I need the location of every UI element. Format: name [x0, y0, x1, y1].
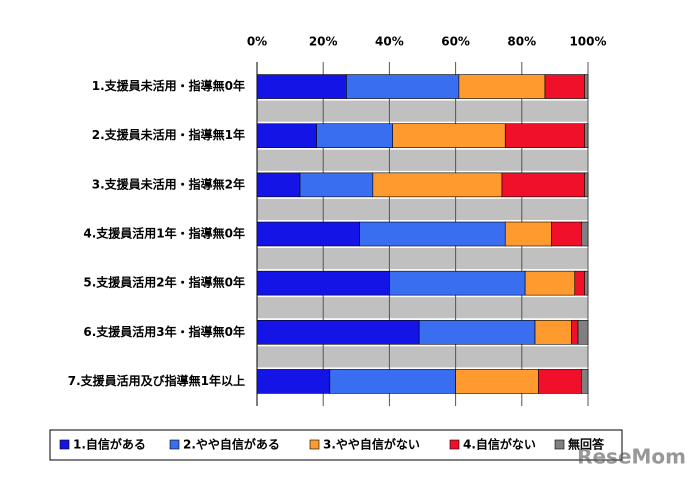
bar-segment [299, 172, 374, 198]
bar-segment [581, 369, 589, 394]
bar-segment [501, 172, 585, 198]
bar-segment [538, 369, 582, 394]
legend-swatch [554, 439, 565, 450]
bar-segment [551, 221, 582, 247]
y-tick-label: 5.支援員活用2年・指導無0年 [83, 275, 245, 290]
bar-segment [455, 369, 539, 394]
legend-label: 無回答 [568, 437, 605, 452]
y-tick-label: 3.支援員未活用・指導無2年 [92, 176, 245, 191]
band [257, 198, 588, 220]
bar-segment [316, 123, 394, 149]
bar-segment [581, 221, 589, 247]
legend-label: 2.やや自信がある [183, 437, 280, 452]
bar-segment [256, 270, 390, 296]
legend-swatch [449, 439, 460, 450]
bar-segment [256, 221, 360, 247]
band [257, 100, 588, 122]
bar-segment [584, 123, 589, 149]
bar-segment [524, 270, 576, 296]
y-tick-label: 6.支援員活用3年・指導無0年 [83, 324, 245, 339]
bar-segment [504, 221, 552, 247]
bar-segment [389, 270, 526, 296]
bar-segment [256, 172, 301, 198]
bar-segment [584, 74, 589, 99]
bar-segment [534, 319, 572, 345]
bar-segment [392, 123, 506, 149]
bar-segment [458, 74, 546, 99]
bar-segment [544, 74, 585, 99]
x-tick-label: 80% [507, 35, 536, 49]
y-tick-label: 1.支援員未活用・指導無0年 [92, 78, 245, 93]
x-tick-label: 0% [247, 35, 267, 49]
bar-segment [504, 123, 585, 149]
bar-segment [256, 319, 420, 345]
bar-segment [256, 74, 347, 99]
legend-label: 4.自信がない [463, 437, 536, 452]
bar-segment [372, 172, 503, 198]
watermark: ReseMom [577, 445, 686, 469]
y-tick-label: 4.支援員活用1年・指導無0年 [83, 226, 245, 241]
band [257, 248, 588, 270]
x-tick-label: 60% [441, 35, 470, 49]
bar-segment [584, 172, 589, 198]
legend-label: 1.自信がある [73, 437, 146, 452]
band [257, 149, 588, 171]
y-tick-label: 2.支援員未活用・指導無1年 [92, 127, 245, 142]
bar-segment [577, 319, 589, 345]
bar-segment [359, 221, 506, 247]
y-tick-label: 7.支援員活用及び指導無1年以上 [68, 373, 245, 388]
legend-swatch [169, 439, 180, 450]
bar-segment [346, 74, 460, 99]
bar-segment [574, 270, 585, 296]
bar-segment [571, 319, 579, 345]
x-tick-label: 100% [569, 35, 606, 49]
legend-box [49, 429, 623, 461]
x-tick-label: 40% [375, 35, 404, 49]
band [257, 297, 588, 319]
x-tick-label: 20% [309, 35, 338, 49]
band [257, 346, 588, 368]
legend-swatch [309, 439, 320, 450]
bar-segment [584, 270, 589, 296]
bar-segment [256, 123, 317, 149]
bar-segment [418, 319, 536, 345]
bar-segment [329, 369, 456, 394]
bar-segment [256, 369, 331, 394]
legend-swatch [59, 439, 70, 450]
legend-label: 3.やや自信がない [323, 437, 420, 452]
